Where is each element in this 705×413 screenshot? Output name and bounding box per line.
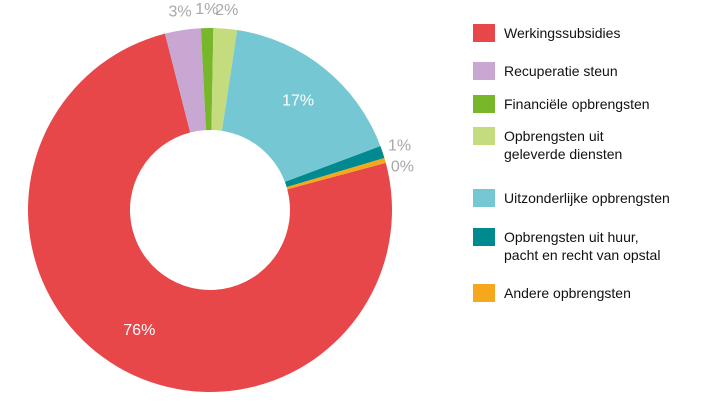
legend-swatch — [473, 95, 495, 113]
donut-slice — [28, 33, 393, 392]
donut-slice — [284, 146, 385, 188]
legend-swatch — [473, 24, 495, 42]
legend-label: Financiële opbrengsten — [504, 96, 650, 112]
legend-swatch — [473, 127, 495, 145]
data-label: 17% — [282, 92, 314, 109]
legend-swatch — [473, 189, 495, 207]
donut-slice — [164, 28, 206, 133]
legend-label: Andere opbrengsten — [504, 285, 631, 301]
legend-item: Uitzonderlijke opbrengsten — [473, 189, 670, 207]
data-label: 3% — [169, 3, 192, 20]
data-label: 76% — [123, 322, 155, 339]
legend-label: Opbrengsten uit huur, pacht en recht van… — [504, 229, 661, 263]
data-label: 2% — [215, 2, 238, 19]
legend-label: Opbrengsten uit geleverde diensten — [504, 128, 623, 162]
legend-swatch — [473, 228, 495, 246]
donut-slice — [200, 27, 214, 131]
legend-item: Opbrengsten uit geleverde diensten — [473, 127, 622, 163]
legend-swatch — [473, 284, 495, 302]
legend-item: Andere opbrengsten — [473, 284, 631, 302]
legend-label: Recuperatie steun — [504, 63, 618, 79]
legend-item: Opbrengsten uit huur, pacht en recht van… — [473, 228, 660, 264]
legend-label: Uitzonderlijke opbrengsten — [504, 190, 670, 206]
legend-item: Werkingssubsidies — [473, 24, 620, 42]
legend-item: Financiële opbrengsten — [473, 95, 650, 113]
donut-slice — [221, 30, 381, 182]
data-label: 1% — [388, 137, 411, 154]
legend-item: Recuperatie steun — [473, 62, 618, 80]
legend-label: Werkingssubsidies — [504, 25, 621, 41]
donut-slice — [211, 28, 238, 131]
donut-slice — [286, 157, 386, 190]
data-label: 1% — [195, 1, 218, 18]
legend-swatch — [473, 62, 495, 80]
data-label: 0% — [391, 159, 414, 176]
